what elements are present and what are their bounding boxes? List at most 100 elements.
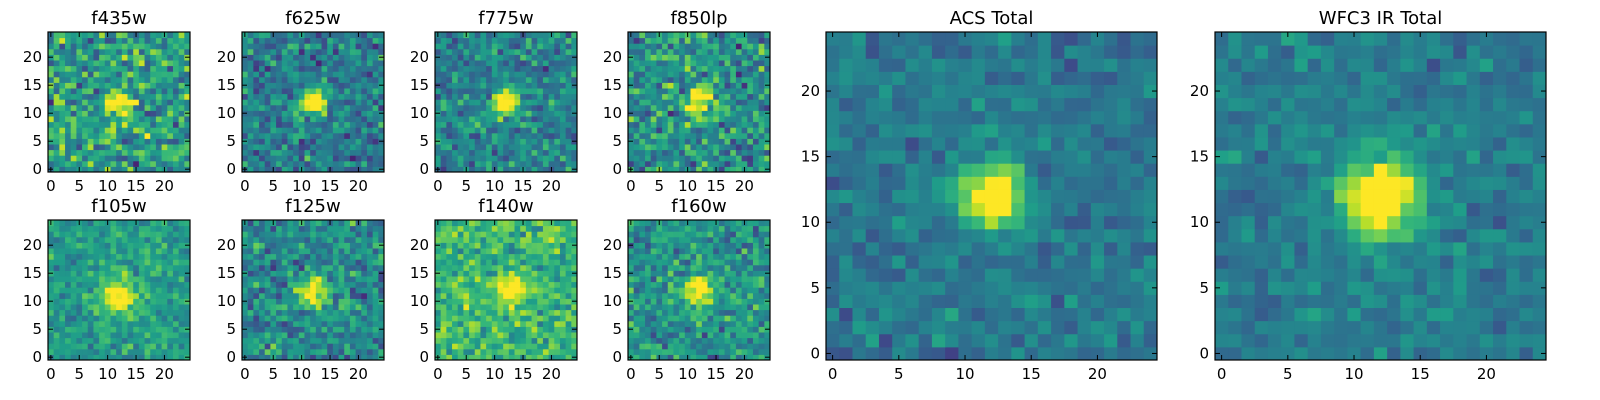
heatmap-cell [628,337,635,344]
heatmap-cell [701,343,709,350]
heatmap-cell [650,320,657,327]
heatmap-cell [167,337,174,344]
heatmap-cell [684,309,691,316]
heatmap-cell [662,110,669,117]
heatmap-cell [276,287,283,294]
heatmap-cell [287,144,294,151]
heatmap-cell [752,337,760,344]
heatmap-cell [184,32,191,39]
heatmap-cell [469,281,476,288]
heatmap-cell [525,253,533,260]
heatmap-cell [650,71,657,78]
heatmap-cell [298,116,305,123]
heatmap-cell [372,220,379,227]
heatmap-cell [259,304,266,311]
heatmap-cell [656,298,663,305]
heatmap-cell [480,93,487,100]
heatmap-cell [514,144,521,151]
heatmap-cell [298,332,305,339]
heatmap-cell [361,110,368,117]
heatmap-cell [150,304,157,311]
heatmap-cell [503,71,510,78]
heatmap-cell [99,149,106,156]
heatmap-cell [99,76,106,83]
heatmap-cell [735,93,743,100]
heatmap-cell [53,354,60,361]
y-tick-label: 5 [419,132,429,150]
heatmap-cell [662,82,669,89]
heatmap-cell [554,332,561,339]
heatmap-cell [355,37,362,44]
heatmap-cell [707,37,714,44]
heatmap-cell [270,132,277,139]
heatmap-cell [344,225,351,232]
heatmap-cell [503,121,510,128]
heatmap-cell [242,231,249,238]
heatmap-cell [298,298,305,305]
heatmap-cell [53,242,60,249]
heatmap-cell [161,337,168,344]
heatmap-cell [469,287,476,294]
heatmap-cell [264,43,271,50]
heatmap-cell [452,309,459,316]
heatmap-cell [503,298,510,305]
heatmap-cell [264,149,271,156]
heatmap-cell [724,127,731,134]
heatmap-cell [315,88,323,95]
heatmap-cell [435,65,442,72]
heatmap-cell [65,236,72,243]
heatmap-cell [656,281,663,288]
heatmap-cell [452,332,459,339]
heatmap-cell [116,166,123,173]
heatmap-cell [366,104,374,111]
heatmap-cell [497,298,504,305]
heatmap-cell [673,326,680,333]
heatmap-cell [497,320,504,327]
heatmap-cell [446,82,453,89]
heatmap-cell [104,121,111,128]
heatmap-cell [724,348,731,355]
heatmap-cell [76,88,83,95]
heatmap-cell [633,337,640,344]
heatmap-cell [65,82,72,89]
heatmap-cell [718,343,726,350]
heatmap-cell [298,60,305,67]
heatmap-cell [116,270,123,277]
heatmap-cell [520,315,527,322]
heatmap-cell [508,93,516,100]
heatmap-cell [730,65,737,72]
heatmap-cell [247,309,254,316]
heatmap-cell [315,132,323,139]
heatmap-cell [508,127,516,134]
heatmap-cell [172,144,180,151]
heatmap-cell [298,287,305,294]
heatmap-cell [503,127,510,134]
heatmap-cell [735,132,743,139]
heatmap-cell [172,88,180,95]
heatmap-cell [474,315,481,322]
heatmap-cell [508,166,516,173]
heatmap-cell [310,160,317,167]
heatmap-cell [764,309,771,316]
heatmap-cell [247,104,254,111]
heatmap-cell [161,37,168,44]
heatmap-cell [93,138,100,145]
heatmap-cell [349,292,357,299]
heatmap-cell [758,166,765,173]
heatmap-cell [53,281,60,288]
heatmap-cell [304,348,311,355]
heatmap-cell [247,304,254,311]
heatmap-cell [133,231,140,238]
heatmap-cell [327,225,334,232]
heatmap-cell [452,343,459,350]
heatmap-cell [253,54,260,61]
heatmap-cell [440,104,447,111]
heatmap-cell [259,253,266,260]
heatmap-cell [548,332,555,339]
heatmap-cell [167,264,174,271]
heatmap-cell [718,292,726,299]
heatmap-cell [344,315,351,322]
heatmap-cell [104,132,111,139]
heatmap-cell [486,343,493,350]
heatmap-cell [491,127,498,134]
